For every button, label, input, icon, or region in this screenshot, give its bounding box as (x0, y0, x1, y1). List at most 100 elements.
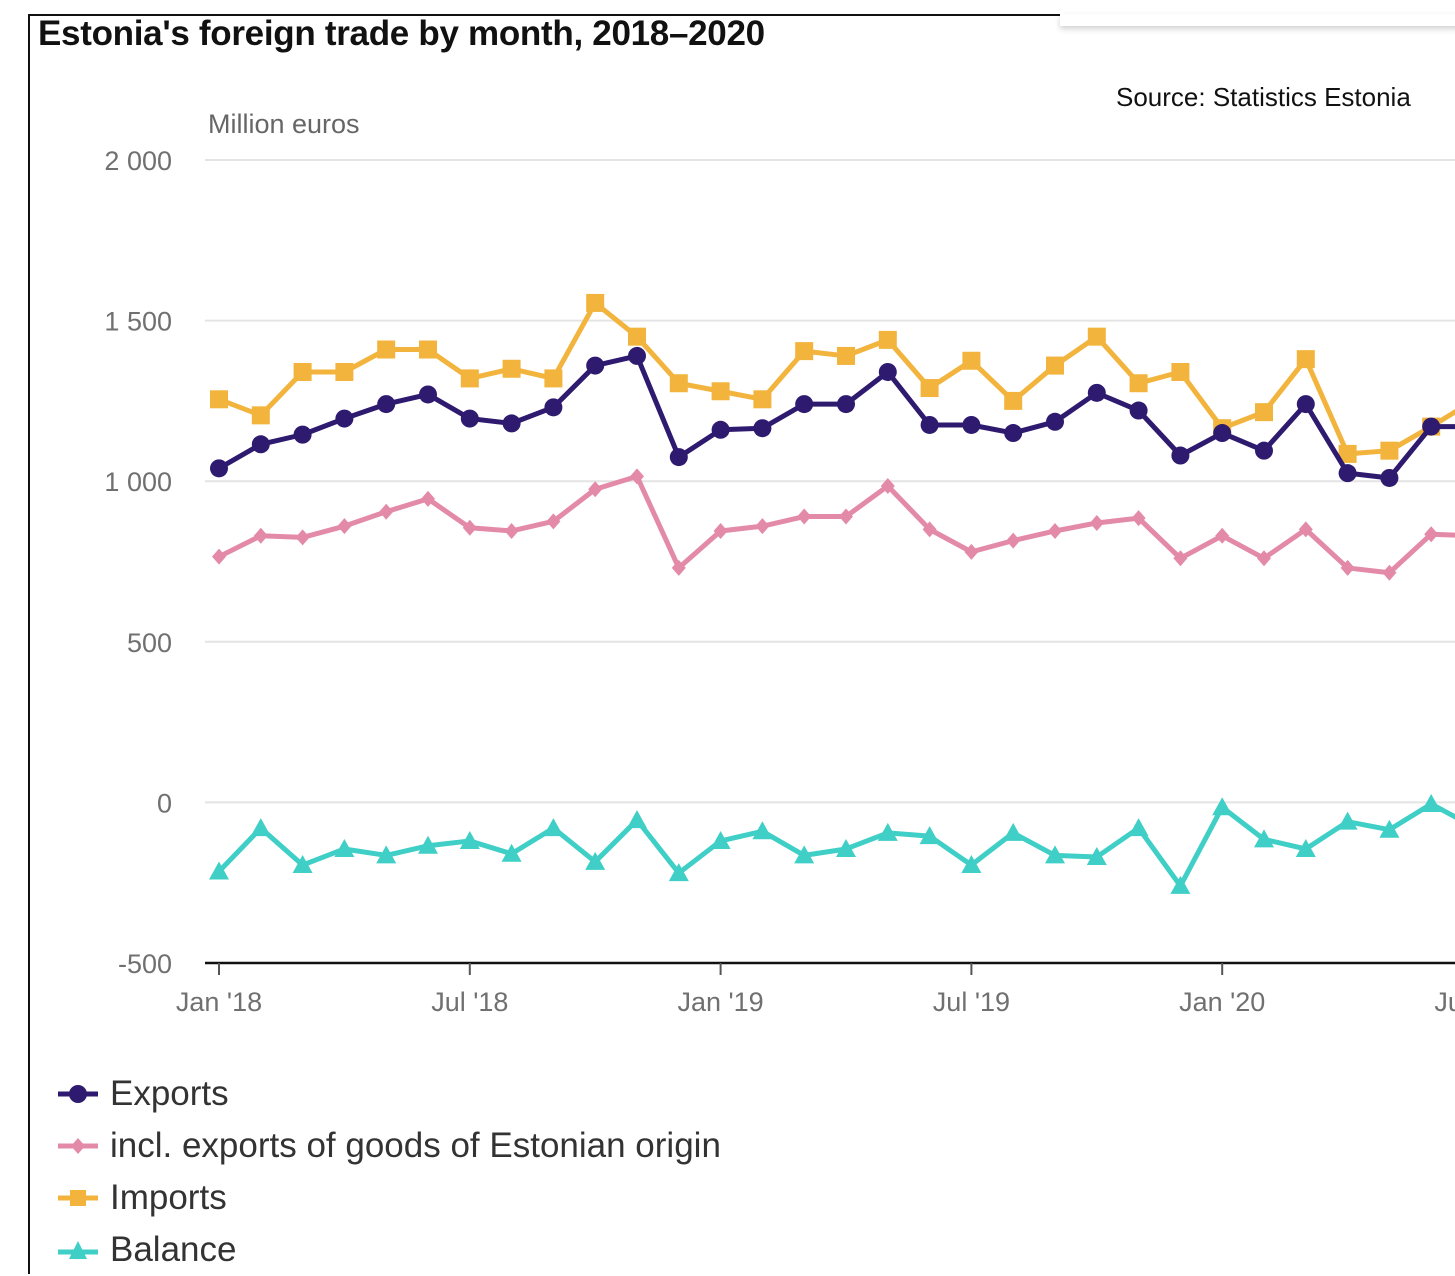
legend-marker-square (70, 1190, 86, 1206)
data-point-balance (1045, 845, 1065, 864)
data-point-imports (586, 293, 605, 312)
y-tick-label: -500 (118, 949, 172, 979)
data-point-exports (920, 415, 939, 434)
data-point-estonian_origin (1340, 559, 1355, 576)
panel-shadow (1060, 14, 1455, 26)
data-point-exports (1046, 412, 1064, 431)
x-tick-label: Jan '20 (1179, 987, 1265, 1017)
data-point-estonian_origin (504, 522, 519, 539)
legend-label-imports: Imports (110, 1178, 227, 1217)
legend-marker-triangle (69, 1241, 87, 1259)
data-point-exports (837, 395, 855, 414)
data-point-imports (1046, 356, 1064, 375)
data-point-imports (1296, 350, 1315, 369)
data-point-estonian_origin (964, 543, 979, 560)
data-point-estonian_origin (253, 527, 268, 544)
data-point-imports (878, 330, 897, 349)
data-point-exports (251, 435, 270, 454)
data-point-balance (668, 863, 689, 882)
data-point-balance (1003, 822, 1024, 841)
data-point-balance (1212, 797, 1233, 816)
data-point-imports (1129, 374, 1148, 393)
y-axis-label: Million euros (208, 109, 360, 139)
data-point-estonian_origin (839, 508, 853, 525)
x-axis: Jan '18 Jul '18 Jan '19 Jul '19 Jan '20 Jul '… (176, 961, 1455, 1017)
data-point-balance (334, 838, 355, 857)
chart-frame (28, 14, 1455, 1274)
data-point-estonian_origin (588, 481, 603, 498)
data-point-imports (837, 346, 855, 365)
data-point-balance (752, 821, 773, 840)
legend-marker-circle (69, 1085, 87, 1103)
data-point-estonian_origin (1215, 527, 1230, 544)
data-point-imports (1338, 444, 1357, 463)
data-point-exports (1171, 446, 1190, 465)
data-point-balance (585, 851, 606, 870)
data-point-balance (794, 845, 815, 864)
data-point-exports (377, 395, 396, 414)
data-point-balance (710, 830, 731, 849)
data-point-estonian_origin (1298, 521, 1313, 538)
data-point-estonian_origin (1173, 550, 1188, 567)
data-point-estonian_origin (1131, 510, 1146, 527)
legend-swatch-balance (58, 1241, 98, 1259)
series-layer (209, 293, 1455, 894)
data-point-exports (293, 425, 312, 444)
data-point-imports (920, 379, 939, 398)
data-point-exports (460, 409, 479, 428)
data-point-imports (460, 369, 479, 388)
data-point-imports (1004, 391, 1023, 410)
data-point-exports (1087, 383, 1106, 402)
legend-label-exports: Exports (110, 1074, 229, 1113)
data-point-balance (1254, 829, 1274, 848)
data-point-imports (711, 382, 730, 401)
data-point-balance (627, 810, 647, 829)
data-point-exports (419, 385, 437, 404)
y-tick-label: 2 000 (104, 146, 172, 176)
series-imports (210, 293, 1455, 463)
series-exports (210, 346, 1455, 487)
data-point-imports (1087, 327, 1106, 346)
line-chart: 2 000 1 500 1 000 500 0 -500 Million euros Jan… (104, 109, 1455, 1017)
data-point-estonian_origin (337, 518, 352, 535)
data-point-exports (753, 419, 772, 438)
legend-item-balance[interactable]: Balance (56, 1224, 721, 1276)
data-point-estonian_origin (1257, 550, 1271, 567)
data-point-balance (376, 845, 397, 864)
data-point-exports (586, 356, 605, 375)
data-point-exports (1380, 468, 1399, 487)
legend-swatch-imports (58, 1190, 98, 1206)
data-point-exports (795, 395, 814, 414)
y-tick-label: 0 (157, 788, 172, 818)
legend-marker-diamond (71, 1138, 85, 1154)
data-point-estonian_origin (212, 548, 226, 565)
grid-lines (205, 159, 1455, 804)
data-point-balance (1337, 811, 1358, 830)
y-tick-label: 500 (127, 628, 172, 658)
legend-label-balance: Balance (110, 1230, 237, 1269)
data-point-imports (1380, 441, 1399, 460)
source-note: Source: Statistics Estonia (1116, 82, 1411, 112)
data-point-estonian_origin (462, 519, 477, 536)
chart-title: Estonia's foreign trade by month, 2018–2… (38, 14, 765, 53)
data-point-estonian_origin (797, 508, 812, 525)
data-point-balance (209, 861, 229, 880)
data-point-balance (250, 818, 271, 837)
data-point-estonian_origin (755, 518, 770, 535)
data-point-balance (836, 838, 856, 857)
data-point-balance (543, 818, 564, 837)
data-point-estonian_origin (880, 478, 895, 495)
data-point-estonian_origin (922, 521, 937, 538)
data-point-exports (502, 414, 521, 433)
data-point-balance (1379, 819, 1400, 838)
data-point-estonian_origin (1048, 522, 1062, 539)
legend-item-imports[interactable]: Imports (56, 1172, 721, 1224)
data-point-estonian_origin (379, 503, 394, 520)
data-point-exports (544, 398, 563, 417)
legend-item-exports[interactable]: Exports (56, 1068, 721, 1120)
data-point-estonian_origin (1424, 526, 1439, 543)
data-point-imports (251, 406, 270, 425)
data-point-exports (1338, 464, 1357, 483)
legend-item-estonian-origin[interactable]: incl. exports of goods of Estonian origi… (56, 1120, 721, 1172)
data-point-estonian_origin (546, 513, 561, 530)
